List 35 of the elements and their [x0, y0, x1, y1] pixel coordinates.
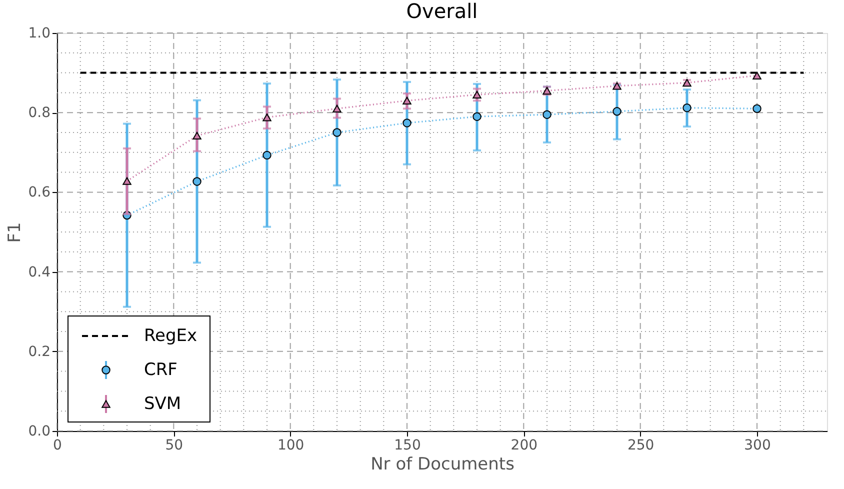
- legend-label: RegEx: [144, 326, 198, 346]
- x-tick-label: 200: [510, 438, 538, 454]
- y-tick-label: 1.0: [28, 26, 50, 42]
- point: [682, 103, 692, 112]
- point: [332, 104, 342, 112]
- y-axis-title: F1: [5, 222, 26, 243]
- point: [332, 128, 342, 137]
- point: [122, 177, 132, 185]
- x-tick-label: 0: [53, 438, 62, 454]
- point: [402, 118, 412, 128]
- point: [192, 177, 202, 186]
- legend-label: CRF: [144, 360, 178, 380]
- point: [752, 72, 762, 80]
- chart-title: Overall: [406, 0, 478, 23]
- y-tick-label: 0.8: [28, 105, 50, 122]
- point: [612, 107, 622, 116]
- x-tick-label: 300: [744, 438, 771, 454]
- point: [402, 96, 412, 105]
- point: [192, 132, 202, 140]
- legend-label: SVM: [144, 394, 182, 414]
- point: [262, 150, 272, 160]
- point: [542, 110, 552, 119]
- y-tick-label: 0.0: [28, 424, 50, 440]
- point: [752, 104, 762, 113]
- x-tick-label: 250: [627, 438, 654, 454]
- y-tick-label: 0.2: [28, 344, 50, 360]
- x-axis-title: Nr of Documents: [370, 454, 515, 474]
- x-tick-label: 50: [165, 438, 184, 454]
- point: [472, 112, 482, 121]
- x-tick-label: 100: [277, 438, 304, 454]
- point: [472, 90, 482, 99]
- point: [262, 114, 272, 122]
- x-tick-label: 150: [394, 438, 421, 454]
- y-tick-label: 0.6: [28, 184, 51, 201]
- y-tick-label: 0.4: [28, 264, 51, 280]
